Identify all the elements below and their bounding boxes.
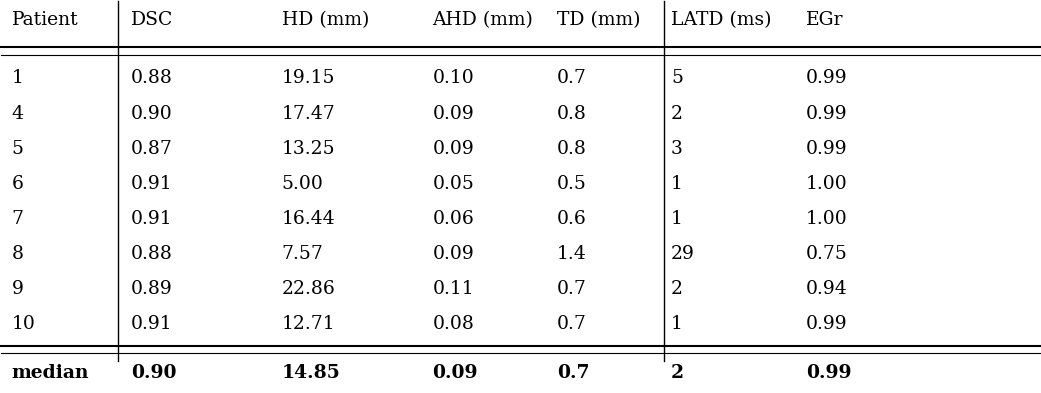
Text: 1.00: 1.00 (806, 210, 847, 228)
Text: HD (mm): HD (mm) (282, 11, 370, 29)
Text: 0.91: 0.91 (131, 315, 173, 333)
Text: 13.25: 13.25 (282, 140, 335, 158)
Text: 2: 2 (671, 105, 683, 123)
Text: 7.57: 7.57 (282, 245, 324, 263)
Text: 0.91: 0.91 (131, 210, 173, 228)
Text: 0.94: 0.94 (806, 280, 847, 298)
Text: 7: 7 (11, 210, 24, 228)
Text: 5.00: 5.00 (282, 174, 324, 193)
Text: 0.7: 0.7 (557, 280, 587, 298)
Text: 6: 6 (11, 174, 24, 193)
Text: 19.15: 19.15 (282, 70, 335, 87)
Text: 14.85: 14.85 (282, 364, 340, 382)
Text: 0.06: 0.06 (432, 210, 474, 228)
Text: 22.86: 22.86 (282, 280, 335, 298)
Text: 17.47: 17.47 (282, 105, 335, 123)
Text: 4: 4 (11, 105, 24, 123)
Text: 0.90: 0.90 (131, 364, 177, 382)
Text: 5: 5 (11, 140, 24, 158)
Text: TD (mm): TD (mm) (557, 11, 640, 29)
Text: 1: 1 (671, 174, 683, 193)
Text: 16.44: 16.44 (282, 210, 335, 228)
Text: 12.71: 12.71 (282, 315, 335, 333)
Text: 0.10: 0.10 (432, 70, 474, 87)
Text: 1.00: 1.00 (806, 174, 847, 193)
Text: DSC: DSC (131, 11, 174, 29)
Text: 1: 1 (671, 210, 683, 228)
Text: 8: 8 (11, 245, 24, 263)
Text: median: median (11, 364, 90, 382)
Text: 0.90: 0.90 (131, 105, 173, 123)
Text: 0.09: 0.09 (432, 105, 474, 123)
Text: 0.05: 0.05 (432, 174, 474, 193)
Text: 0.91: 0.91 (131, 174, 173, 193)
Text: 0.5: 0.5 (557, 174, 587, 193)
Text: 0.88: 0.88 (131, 245, 173, 263)
Text: 5: 5 (671, 70, 683, 87)
Text: AHD (mm): AHD (mm) (432, 11, 533, 29)
Text: 0.09: 0.09 (432, 245, 474, 263)
Text: 0.89: 0.89 (131, 280, 173, 298)
Text: 0.75: 0.75 (806, 245, 847, 263)
Text: 0.6: 0.6 (557, 210, 586, 228)
Text: 2: 2 (671, 280, 683, 298)
Text: 0.09: 0.09 (432, 364, 478, 382)
Text: Patient: Patient (11, 11, 78, 29)
Text: EGr: EGr (806, 11, 843, 29)
Text: 0.8: 0.8 (557, 105, 587, 123)
Text: 0.7: 0.7 (557, 70, 587, 87)
Text: 1: 1 (671, 315, 683, 333)
Text: 1: 1 (11, 70, 24, 87)
Text: 0.87: 0.87 (131, 140, 173, 158)
Text: LATD (ms): LATD (ms) (671, 11, 771, 29)
Text: 0.99: 0.99 (806, 364, 852, 382)
Text: 3: 3 (671, 140, 683, 158)
Text: 0.99: 0.99 (806, 70, 847, 87)
Text: 0.11: 0.11 (432, 280, 474, 298)
Text: 9: 9 (11, 280, 24, 298)
Text: 10: 10 (11, 315, 35, 333)
Text: 0.7: 0.7 (557, 315, 587, 333)
Text: 1.4: 1.4 (557, 245, 586, 263)
Text: 0.08: 0.08 (432, 315, 474, 333)
Text: 0.99: 0.99 (806, 105, 847, 123)
Text: 2: 2 (671, 364, 684, 382)
Text: 0.8: 0.8 (557, 140, 587, 158)
Text: 0.99: 0.99 (806, 315, 847, 333)
Text: 0.7: 0.7 (557, 364, 589, 382)
Text: 0.99: 0.99 (806, 140, 847, 158)
Text: 0.88: 0.88 (131, 70, 173, 87)
Text: 0.09: 0.09 (432, 140, 474, 158)
Text: 29: 29 (671, 245, 695, 263)
